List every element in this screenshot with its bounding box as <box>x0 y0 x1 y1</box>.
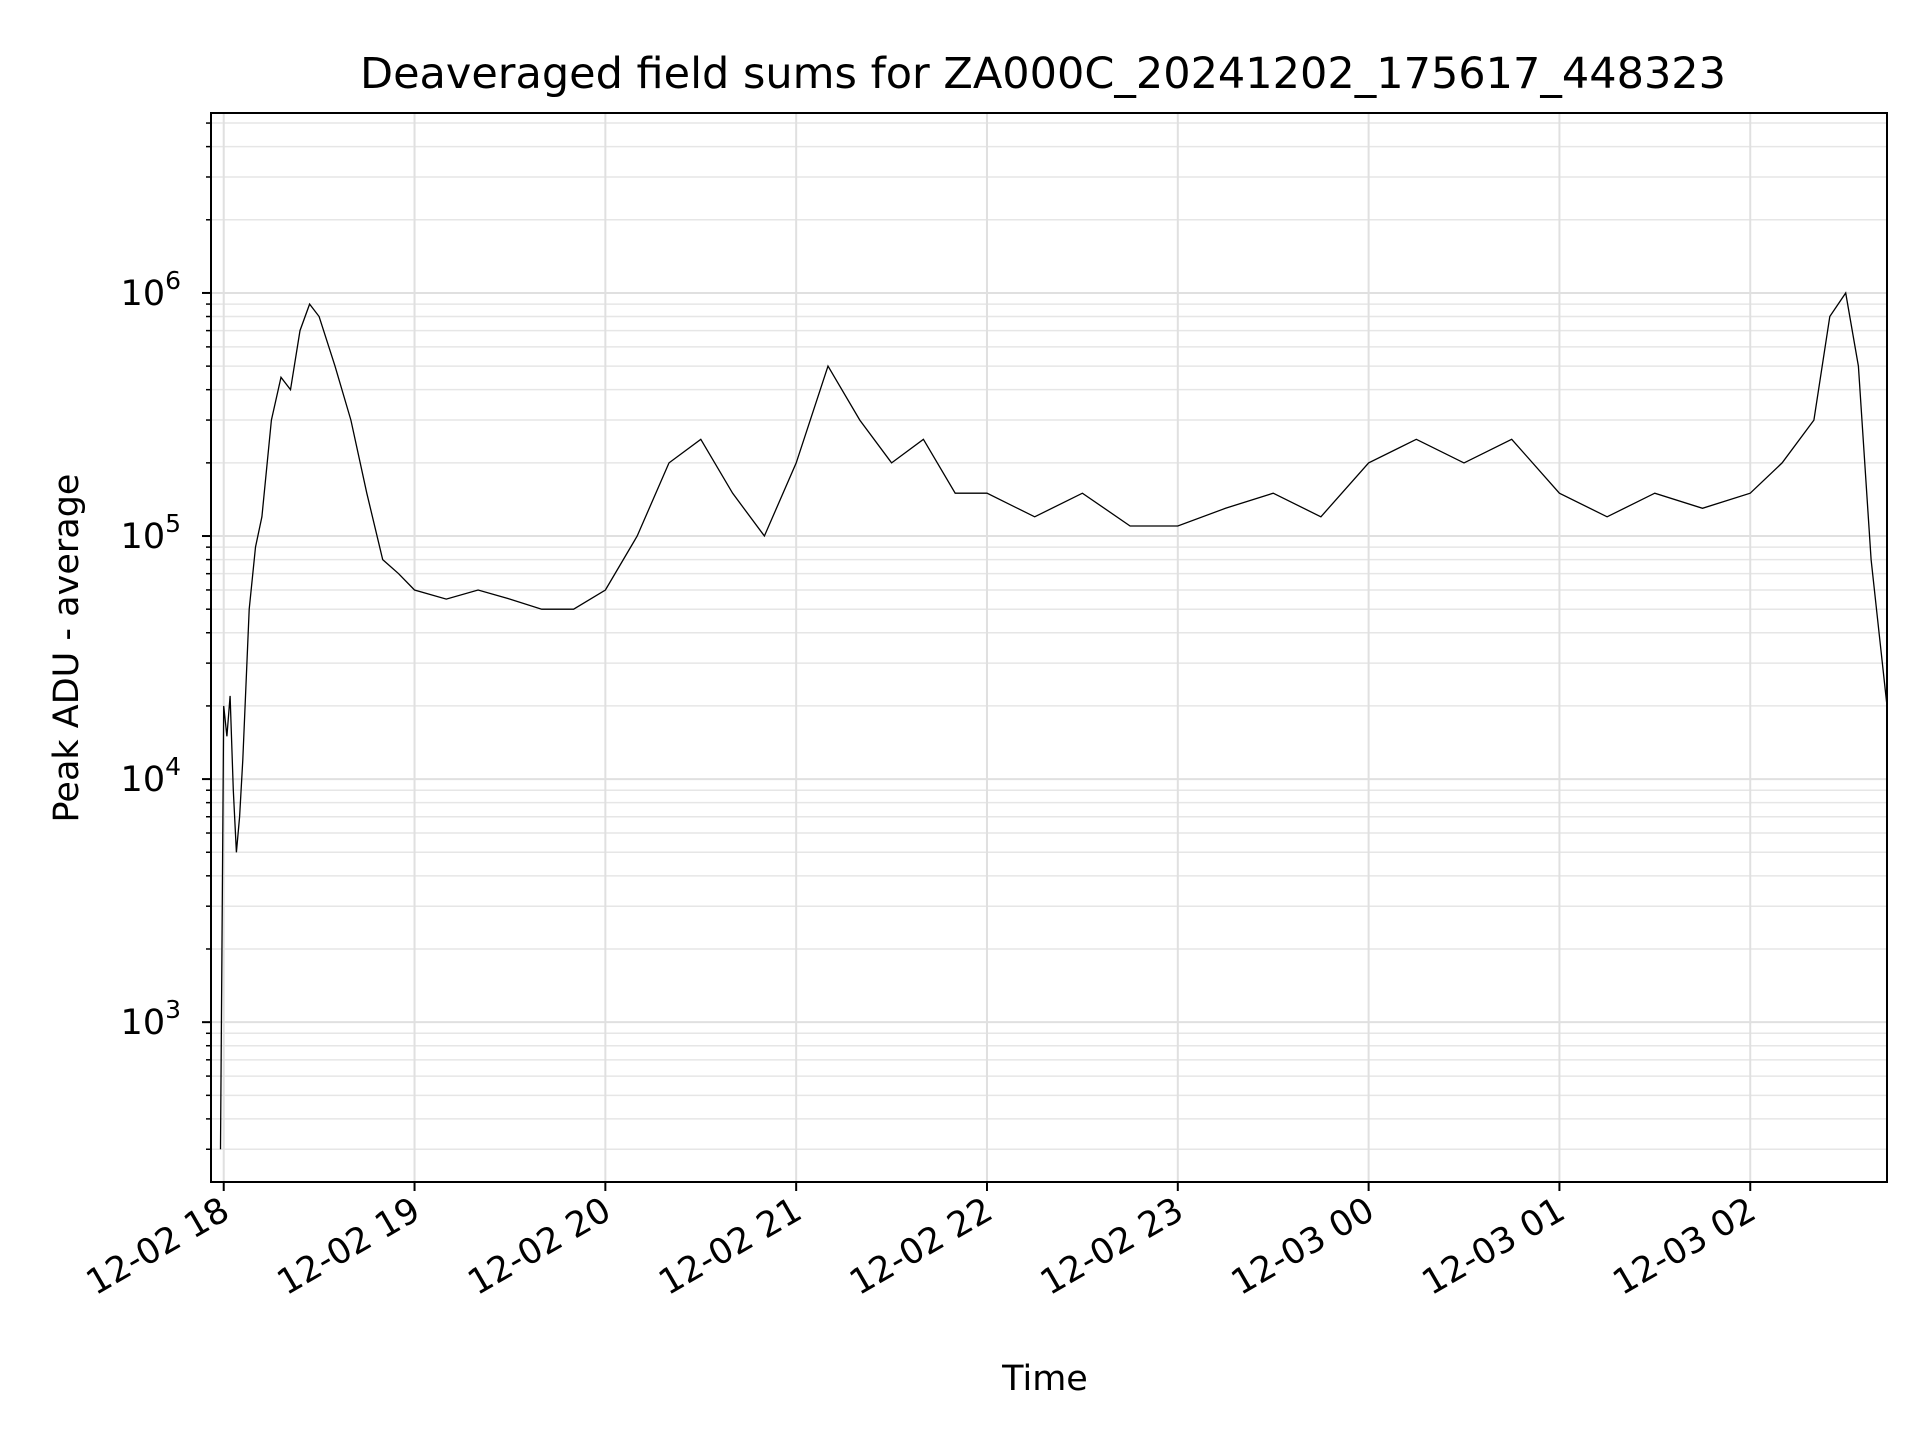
y-axis-label: Peak ADU - average <box>47 474 87 823</box>
y-tick-label: 103 <box>121 995 181 1043</box>
series-line <box>219 291 1888 1150</box>
plot-frame <box>210 112 1888 1183</box>
y-axis: 103 104 105 106 <box>121 122 211 1151</box>
y-tick-label: 106 <box>121 266 181 314</box>
y-tick-label: 104 <box>121 752 181 800</box>
chart-title: Deaveraged field sums for ZA000C_2024120… <box>360 49 1726 99</box>
y-tick-label: 105 <box>121 509 181 557</box>
grid <box>211 113 1887 1182</box>
plot-area <box>219 291 1888 1150</box>
x-axis-label: Time <box>1001 1359 1088 1399</box>
